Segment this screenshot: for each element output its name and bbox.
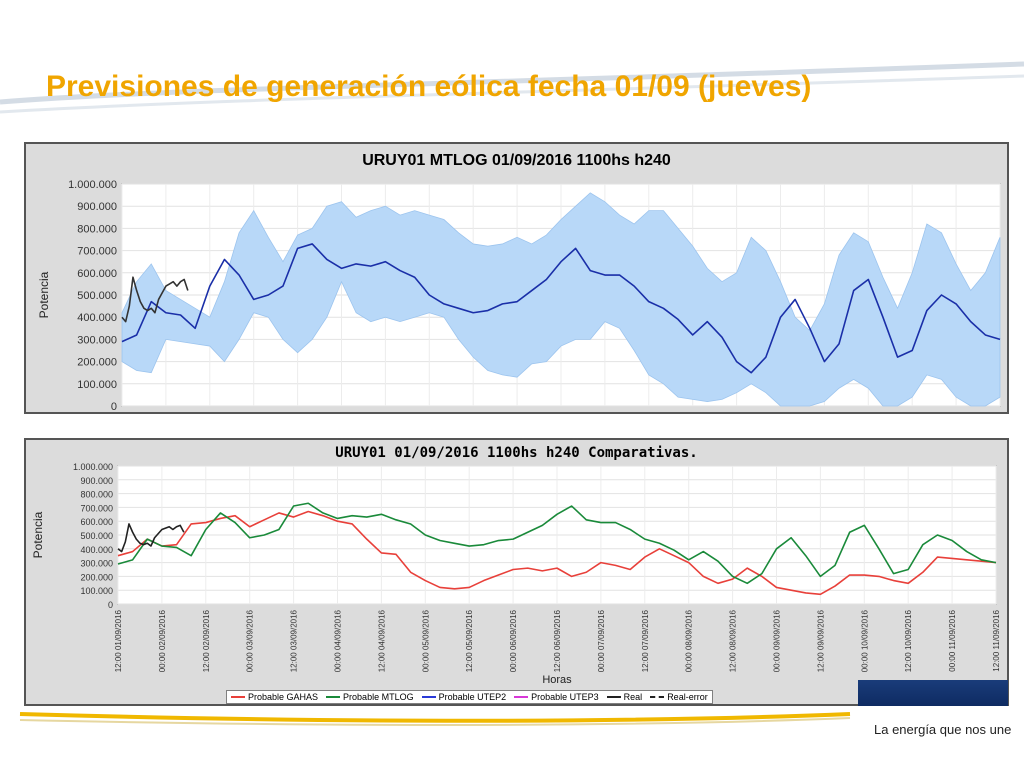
y-tick-label: 700.000	[80, 503, 113, 513]
legend-swatch	[231, 696, 245, 698]
x-tick-label: 12:00 04/09/2016	[377, 609, 386, 672]
x-tick-label: 12:00 10/09/2016	[904, 609, 913, 672]
legend-label: Real	[623, 692, 643, 702]
x-tick-label: 12:00 03/09/2016	[290, 609, 299, 672]
x-tick-label: 00:00 06/09/2016	[509, 609, 518, 672]
y-tick-label: 500.000	[77, 290, 117, 302]
y-tick-label: 200.000	[77, 357, 117, 369]
footer-swoosh	[19, 712, 851, 726]
x-tick-label: 12:00 06/09/2016	[553, 609, 562, 672]
chart-legend: Probable GAHAS Probable MTLOG Probable UTE…	[226, 690, 713, 704]
legend-label: Probable MTLOG	[343, 692, 414, 702]
x-tick-label: 00:00 09/09/2016	[773, 609, 782, 672]
comparison-chart: 0 100.000 200.000 300.000 400.000 500.000 600.…	[31, 462, 1001, 686]
x-axis-label: Horas	[542, 674, 572, 686]
comparison-chart-panel: URUY01 01/09/2016 1100hs h240 Comparativ…	[24, 438, 1009, 706]
y-tick-label: 1.000.000	[68, 179, 117, 191]
legend-label: Probable GAHAS	[248, 692, 319, 702]
y-tick-label: 400.000	[80, 545, 113, 555]
legend-swatch	[421, 696, 436, 698]
series-line-real	[117, 523, 185, 553]
y-tick-label: 100.000	[80, 586, 113, 596]
x-tick-label: 00:00 05/09/2016	[421, 609, 430, 672]
confidence-band	[121, 192, 1001, 407]
legend-label: Probable UTEP3	[531, 692, 599, 702]
x-tick-label: 00:00 11/09/2016	[948, 609, 957, 671]
y-tick-label: 300.000	[80, 559, 113, 569]
y-tick-label: 800.000	[80, 490, 113, 500]
y-tick-label: 0	[108, 600, 113, 610]
x-tick-label: 00:00 03/09/2016	[246, 609, 255, 672]
forecast-chart-panel: URUY01 MTLOG 01/09/2016 1100hs h240 0 100…	[24, 142, 1009, 414]
series-line-mtlog	[121, 243, 1001, 374]
y-tick-label: 600.000	[80, 517, 113, 527]
y-tick-label: 300.000	[77, 334, 117, 346]
x-tick-label: 00:00 08/09/2016	[685, 609, 694, 672]
legend-swatch	[606, 696, 621, 698]
header-swoosh	[0, 61, 1024, 114]
legend-swatch	[514, 696, 529, 698]
y-tick-label: 800.000	[77, 223, 117, 235]
x-tick-label: 00:00 10/09/2016	[860, 609, 869, 672]
y-tick-label: 900.000	[80, 476, 113, 486]
series-line-probable-gahas	[117, 510, 997, 596]
x-tick-label: 12:00 09/09/2016	[816, 609, 825, 672]
legend-label: Real-error	[667, 692, 708, 702]
legend-item: Probable MTLOG	[326, 692, 414, 702]
legend-item: Probable UTEP3	[514, 692, 599, 702]
y-tick-label: 100.000	[77, 379, 117, 391]
x-tick-label: 12:00 01/09/2016	[114, 609, 123, 672]
y-tick-label: 500.000	[80, 531, 113, 541]
legend-item: Real	[606, 692, 643, 702]
chart-title: URUY01 MTLOG 01/09/2016 1100hs h240	[362, 152, 671, 169]
slide-title: Previsiones de generación eólica fecha 0…	[46, 70, 812, 103]
forecast-chart: 0 100.000 200.000 300.000 400.000 500.000 600.…	[37, 179, 1001, 412]
x-tick-label: 12:00 02/09/2016	[202, 609, 211, 672]
y-axis-label: Potencia	[31, 511, 45, 558]
chart-title: URUY01 01/09/2016 1100hs h240 Comparativ…	[335, 445, 698, 461]
series-line-probable-mtlog	[117, 502, 997, 585]
y-tick-label: 200.000	[80, 572, 113, 582]
legend-label: Probable UTEP2	[438, 692, 507, 702]
y-tick-label: 600.000	[77, 268, 117, 280]
y-tick-label: 1.000.000	[73, 462, 113, 472]
x-tick-label: 00:00 04/09/2016	[334, 609, 343, 672]
legend-item: Probable UTEP2	[421, 692, 507, 702]
y-tick-label: 900.000	[77, 201, 117, 213]
y-tick-label: 400.000	[77, 312, 117, 324]
y-axis-label: Potencia	[37, 271, 51, 318]
x-tick-label: 12:00 07/09/2016	[641, 609, 650, 672]
x-tick-label: 00:00 07/09/2016	[597, 609, 606, 672]
series-line-real	[121, 276, 189, 323]
company-logo	[858, 680, 1008, 706]
y-tick-label: 700.000	[77, 246, 117, 258]
legend-swatch	[326, 696, 341, 698]
x-tick-label: 12:00 08/09/2016	[729, 609, 738, 672]
legend-item: Probable GAHAS	[231, 692, 318, 702]
legend-swatch	[650, 696, 665, 698]
x-tick-label: 12:00 05/09/2016	[465, 609, 474, 672]
y-tick-label: 0	[111, 401, 117, 412]
company-tagline: La energía que nos une	[874, 722, 1012, 737]
legend-item: Real-error	[650, 692, 708, 702]
x-tick-label: 12:00 11/09/2016	[992, 609, 1001, 671]
x-tick-label: 00:00 02/09/2016	[158, 609, 167, 672]
